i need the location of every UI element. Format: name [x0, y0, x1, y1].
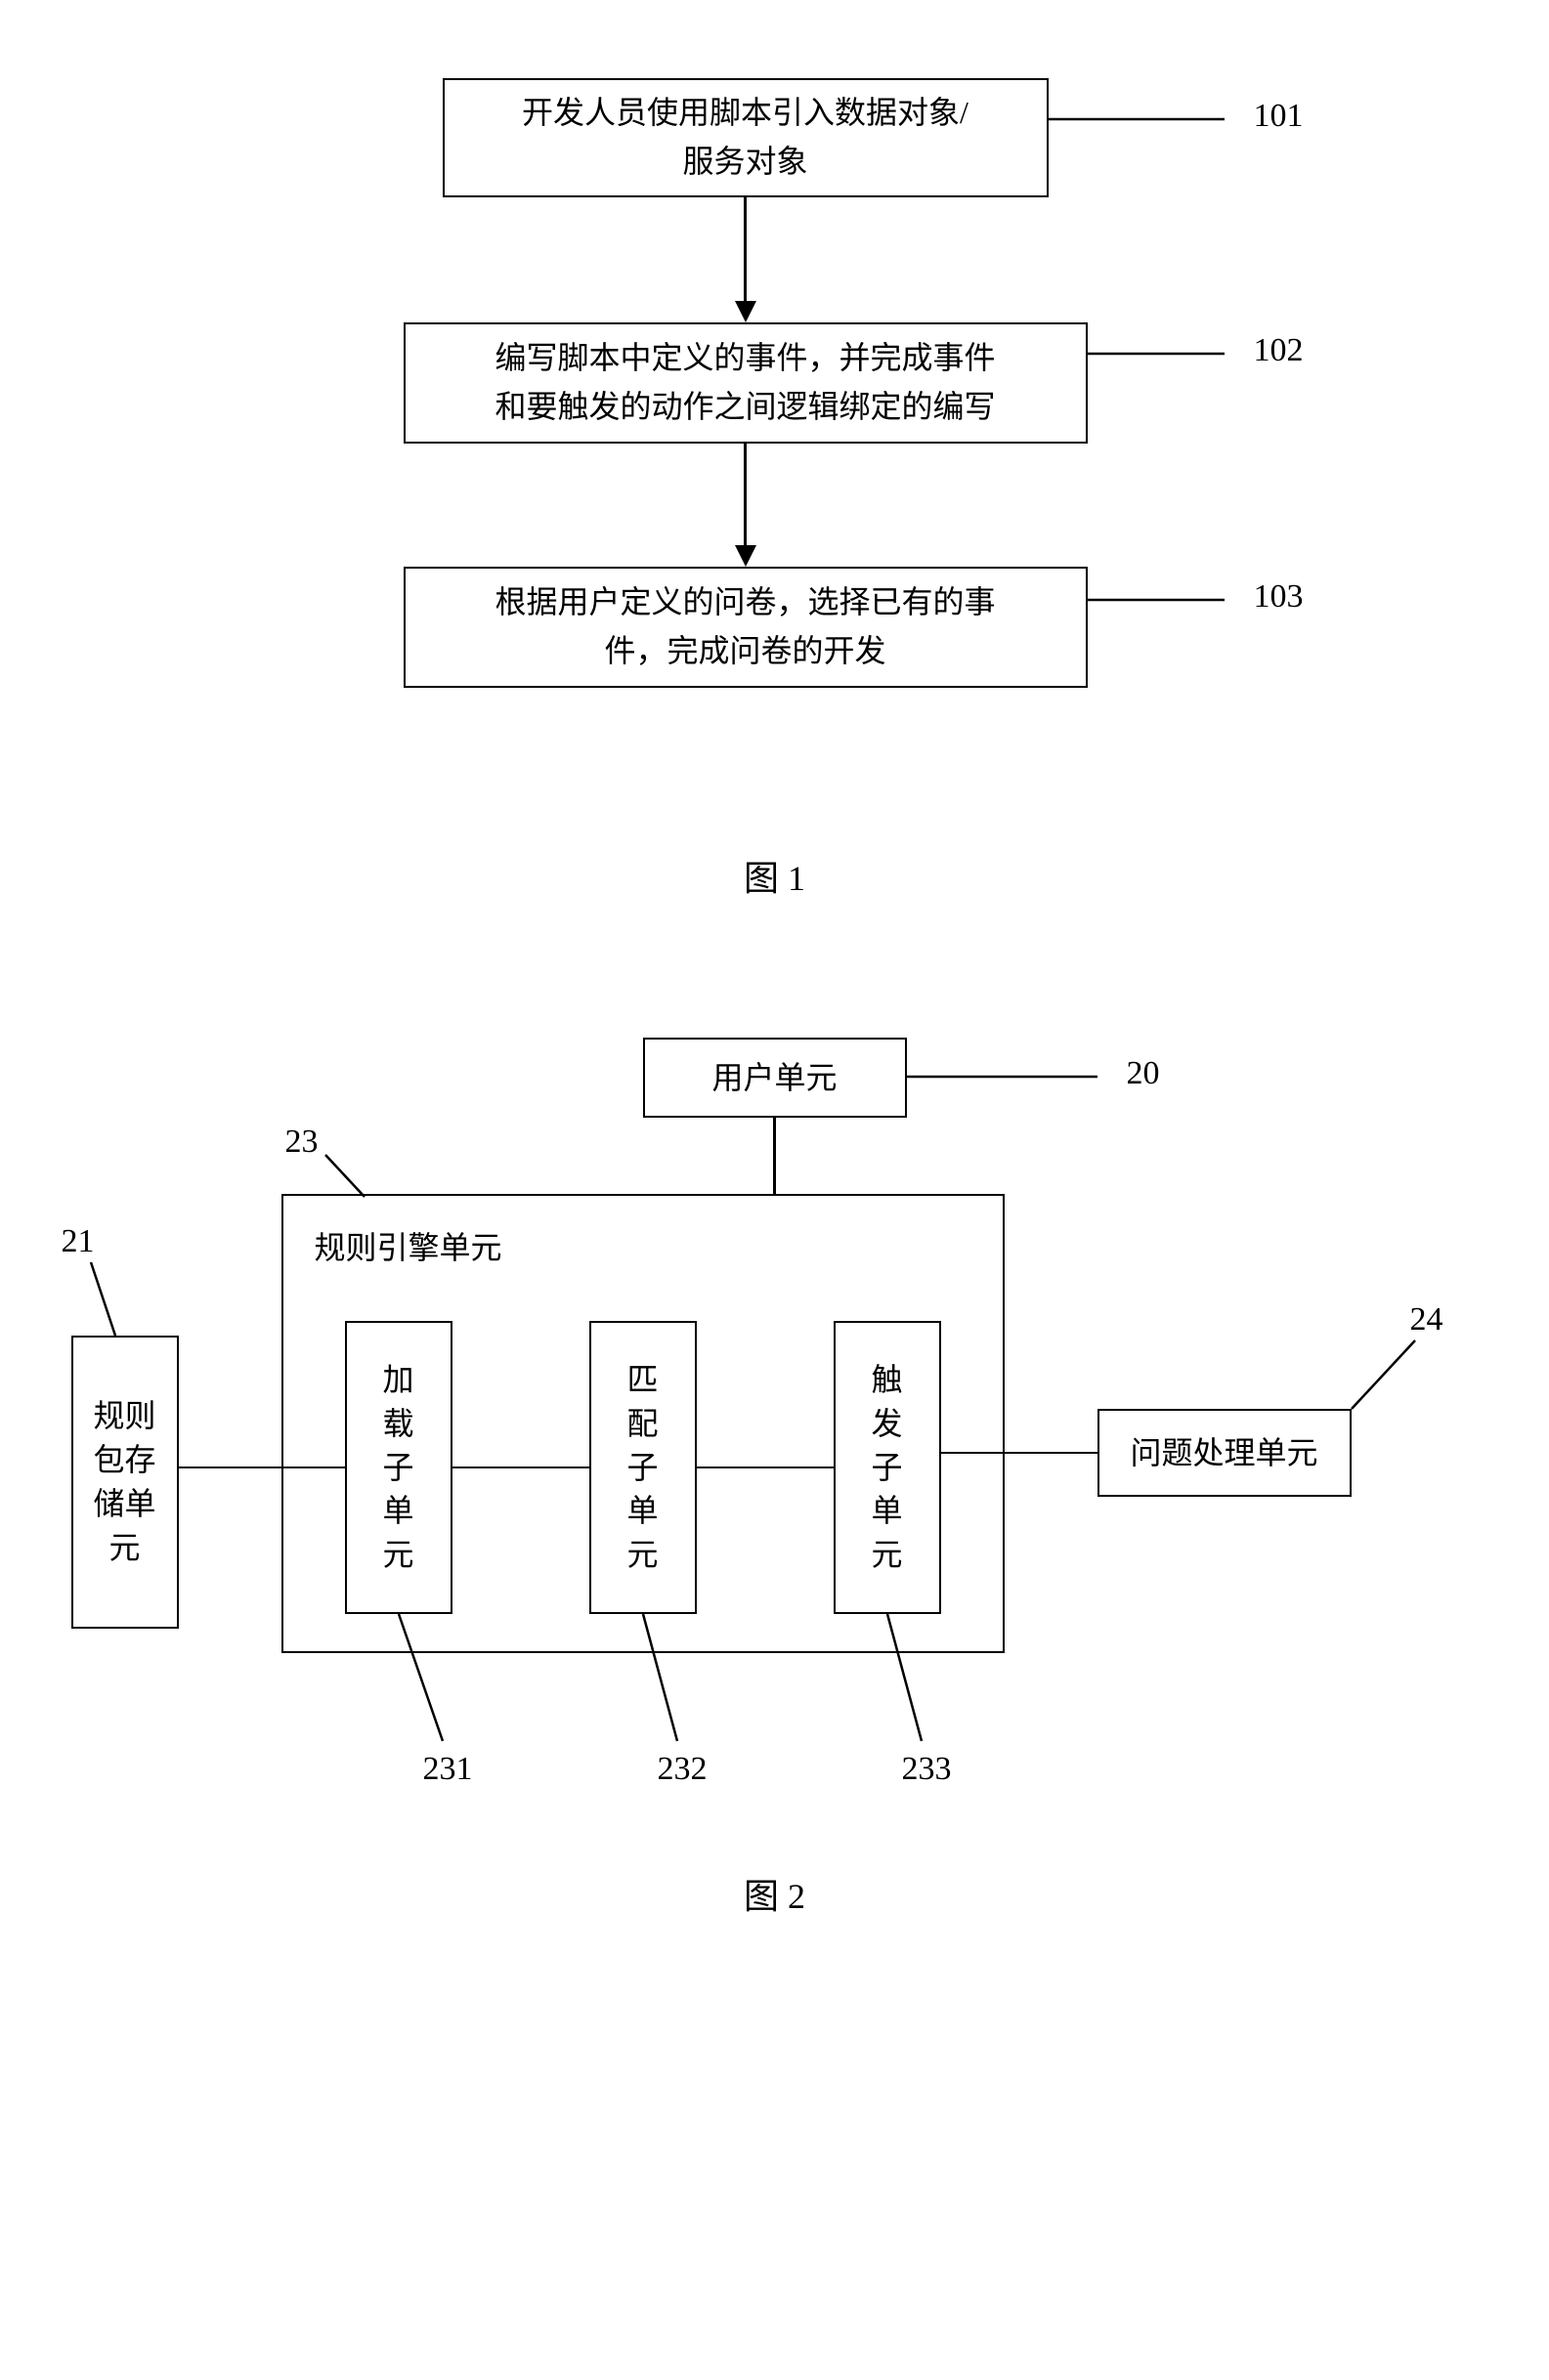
label-20: 20 — [1127, 1055, 1160, 1092]
flow-label-103: 103 — [1254, 578, 1304, 616]
block-user-unit-text: 用户单元 — [711, 1055, 837, 1100]
block-sub-233: 触发子单元 — [834, 1321, 941, 1614]
block-sub-232-text: 匹配子单元 — [626, 1358, 658, 1577]
flow-step-101: 开发人员使用脚本引入数据对象/服务对象 — [443, 78, 1049, 197]
figure-1-caption: 图 1 — [744, 850, 805, 901]
block-handler-text: 问题处理单元 — [1130, 1430, 1317, 1475]
edge-233-handler — [941, 1452, 1097, 1455]
block-rule-store-text: 规则包存储单元 — [93, 1394, 155, 1569]
block-handler: 问题处理单元 — [1097, 1409, 1352, 1497]
figure-2-caption: 图 2 — [744, 1868, 805, 1919]
label-231: 231 — [423, 1751, 473, 1788]
edge-232-233 — [697, 1466, 834, 1469]
figure-1: 开发人员使用脚本引入数据对象/服务对象 101 编写脚本中定义的事件，并完成事件… — [59, 78, 1490, 901]
block-rule-engine-title: 规则引擎单元 — [315, 1223, 502, 1268]
edge-store-231 — [179, 1466, 345, 1469]
block-sub-232: 匹配子单元 — [589, 1321, 697, 1614]
label-23: 23 — [285, 1124, 319, 1161]
figure-2: 用户单元 规则引擎单元 规则包存储单元 加载子单元 匹配子单元 触发子单元 问题… — [59, 1038, 1490, 1919]
block-rule-store: 规则包存储单元 — [71, 1336, 179, 1629]
flow-step-103-text: 根据用户定义的问卷，选择已有的事件，完成问卷的开发 — [495, 578, 995, 675]
flow-step-101-text: 开发人员使用脚本引入数据对象/服务对象 — [522, 89, 968, 186]
block-sub-231-text: 加载子单元 — [382, 1358, 413, 1577]
block-user-unit: 用户单元 — [643, 1038, 907, 1118]
flow-step-102-text: 编写脚本中定义的事件，并完成事件和要触发的动作之间逻辑绑定的编写 — [495, 334, 995, 431]
flow-label-102: 102 — [1254, 332, 1304, 369]
flow-label-101: 101 — [1254, 98, 1304, 135]
flow-step-102: 编写脚本中定义的事件，并完成事件和要触发的动作之间逻辑绑定的编写 — [404, 322, 1088, 444]
label-232: 232 — [658, 1751, 708, 1788]
label-24: 24 — [1410, 1301, 1443, 1339]
label-21: 21 — [62, 1223, 95, 1260]
edge-231-232 — [452, 1466, 589, 1469]
label-233: 233 — [902, 1751, 952, 1788]
block-sub-231: 加载子单元 — [345, 1321, 452, 1614]
flow-step-103: 根据用户定义的问卷，选择已有的事件，完成问卷的开发 — [404, 567, 1088, 688]
edge-user-engine — [773, 1118, 776, 1194]
block-sub-233-text: 触发子单元 — [871, 1358, 902, 1577]
figure-1-canvas: 开发人员使用脚本引入数据对象/服务对象 101 编写脚本中定义的事件，并完成事件… — [286, 78, 1361, 782]
figure-2-canvas: 用户单元 规则引擎单元 规则包存储单元 加载子单元 匹配子单元 触发子单元 问题… — [62, 1038, 1488, 1800]
